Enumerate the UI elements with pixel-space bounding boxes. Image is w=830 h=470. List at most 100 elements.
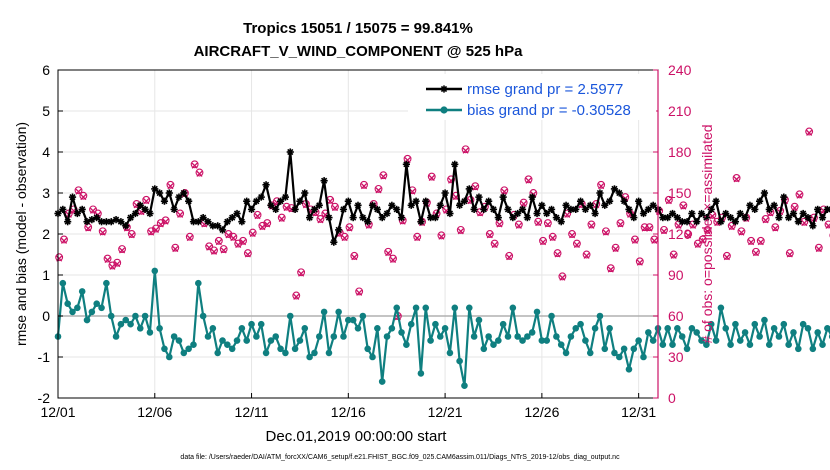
obs-possible-marker [664,195,673,204]
rmse-point [586,201,594,209]
rmse-point [68,193,77,201]
rmse-point [315,201,323,209]
rmse-point [180,189,188,197]
obs-assimilated-marker [573,241,580,248]
rmse-point [460,197,469,205]
obs-possible-marker [427,172,436,181]
obs-assimilated-marker [491,241,498,248]
bias-point [495,337,502,344]
bias-point [345,316,352,324]
rmse-point [673,214,681,222]
bias-point [388,325,396,332]
obs-possible-marker [176,209,185,218]
rmse-point [373,205,381,213]
rmse-point [475,193,483,201]
bias-point [649,337,657,344]
obs-assimilated-marker [723,254,730,261]
bias-point [819,341,826,349]
obs-assimilated-marker [293,293,300,300]
rmse-point [339,205,348,213]
bias-point [509,304,517,312]
bias-point [635,337,642,344]
rmse-point [417,218,425,226]
left-axis: -2 -1 0 1 2 3 4 5 6 [38,62,63,406]
rmse-point [97,218,106,226]
rmse-point [620,197,628,205]
rmse-point [306,214,314,222]
obs-assimilated-marker [346,225,353,232]
rmse-point [451,160,459,168]
series-lines [54,148,830,390]
obs-assimilated-marker [119,247,126,254]
bias-point [407,320,415,328]
obs-possible-marker [534,217,543,226]
bias-point [548,312,555,320]
obs-possible-marker [277,213,286,222]
bias-point [141,312,149,320]
rmse-point [194,218,202,226]
bias-point [282,349,289,357]
obs-assimilated-marker [327,198,334,205]
bias-point [746,341,754,349]
bias-point [456,357,463,365]
bias-point [311,349,318,357]
rmse-point [257,193,265,201]
bias-point [809,345,817,353]
bias-point [553,333,560,340]
obs-possible-marker [500,186,509,195]
rmse-point [407,201,415,209]
bias-point [446,349,454,357]
rmse-point [751,205,759,213]
bias-point [765,341,773,349]
rmse-point [794,218,802,226]
rmse-point [562,201,570,209]
obs-possible-marker [282,202,291,211]
chart-title: Tropics 15051 / 15075 = 99.841% [243,20,473,37]
obs-assimilated-marker [757,239,764,246]
rmse-point [693,218,701,226]
rmse-point [780,193,788,201]
rmse-point [731,218,740,226]
rmse-point [775,214,783,222]
bias-point [93,300,101,308]
obs-assimilated-marker [104,256,111,264]
obs-possible-marker [737,227,746,236]
rmse-point [233,209,241,218]
bias-point [712,337,720,344]
obs-possible-marker [631,235,639,244]
obs-possible-marker [524,175,533,184]
obs-possible-marker [751,247,760,256]
rmse-point [156,189,164,197]
rmse-point [320,177,328,185]
obs-assimilated-marker [806,129,813,136]
y2-tick-label: 180 [668,144,692,160]
bias-point [717,304,725,312]
bias-point [156,325,163,332]
rmse-point [151,185,159,193]
y-axis-label-right: # of obs: o=possible; ×=assimilated [699,124,715,343]
bias-point [562,349,570,357]
obs-assimilated-marker [360,183,368,190]
obs-assimilated-marker [728,224,735,231]
rmse-point [344,197,352,205]
bias-point [741,329,749,336]
rmse-point [785,214,793,222]
bias-point [107,312,115,320]
rmse-point [276,197,285,205]
rmse-point [746,201,754,209]
obs-assimilated-marker [733,176,740,183]
bias-point [214,349,221,357]
obs-assimilated-marker [143,198,150,205]
bias-point [340,333,347,340]
bias-point [238,325,246,332]
bias-point [136,325,144,332]
rmse-point [170,205,178,213]
obs-assimilated-marker [259,224,266,231]
rmse-point [591,209,599,218]
obs-assimilated-marker [506,254,513,261]
bias-point [669,341,676,349]
rmse-point [533,209,541,218]
y2-tick-label: 240 [668,62,692,78]
bias-point [451,304,459,312]
rmse-point [538,201,546,209]
